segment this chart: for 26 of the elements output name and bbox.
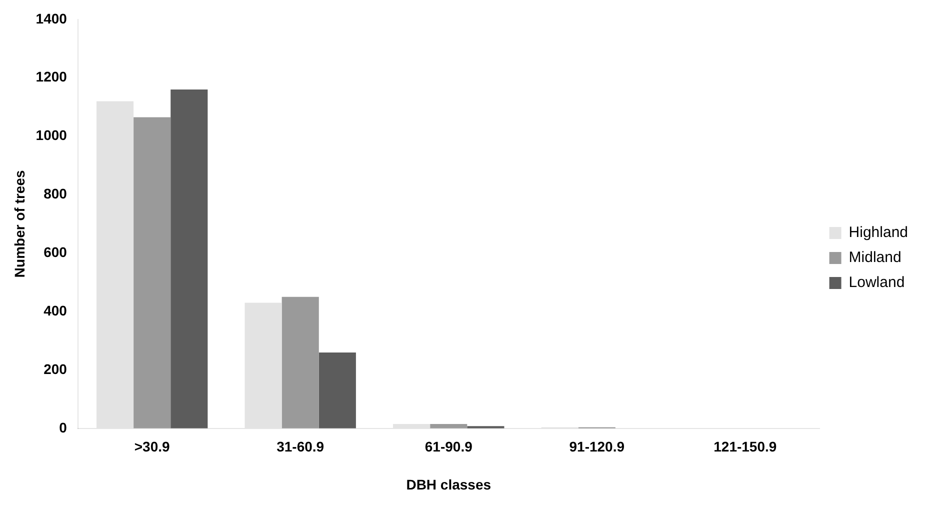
bar (318, 352, 356, 428)
bar (134, 117, 171, 428)
bar (282, 296, 319, 428)
bar (244, 302, 282, 428)
x-tick-label: 121-150.9 (714, 438, 777, 455)
x-tick-label: 31-60.9 (276, 438, 324, 455)
bar (393, 424, 430, 428)
x-tick-label: >30.9 (134, 438, 170, 455)
legend-label: Lowland (848, 274, 905, 292)
y-tick-label: 1200 (36, 68, 68, 85)
bar (170, 90, 208, 428)
x-tick-label: 91-120.9 (569, 438, 625, 455)
y-tick-label: 400 (44, 302, 68, 318)
y-tick-label: 0 (59, 419, 68, 436)
y-tick-label: 200 (44, 360, 68, 377)
y-tick-label: 1000 (36, 127, 68, 144)
y-axis-title: Number of trees (11, 170, 28, 278)
x-axis-title: DBH classes (406, 476, 492, 492)
x-tick-label: 61-90.9 (424, 438, 473, 455)
legend-label: Midland (848, 249, 902, 266)
y-tick-label: 600 (44, 244, 68, 260)
y-tick-label: 800 (44, 186, 68, 202)
y-tick-label: 1400 (36, 10, 68, 26)
bar (96, 101, 134, 428)
legend-label: Highland (848, 224, 908, 242)
bar (430, 424, 468, 428)
